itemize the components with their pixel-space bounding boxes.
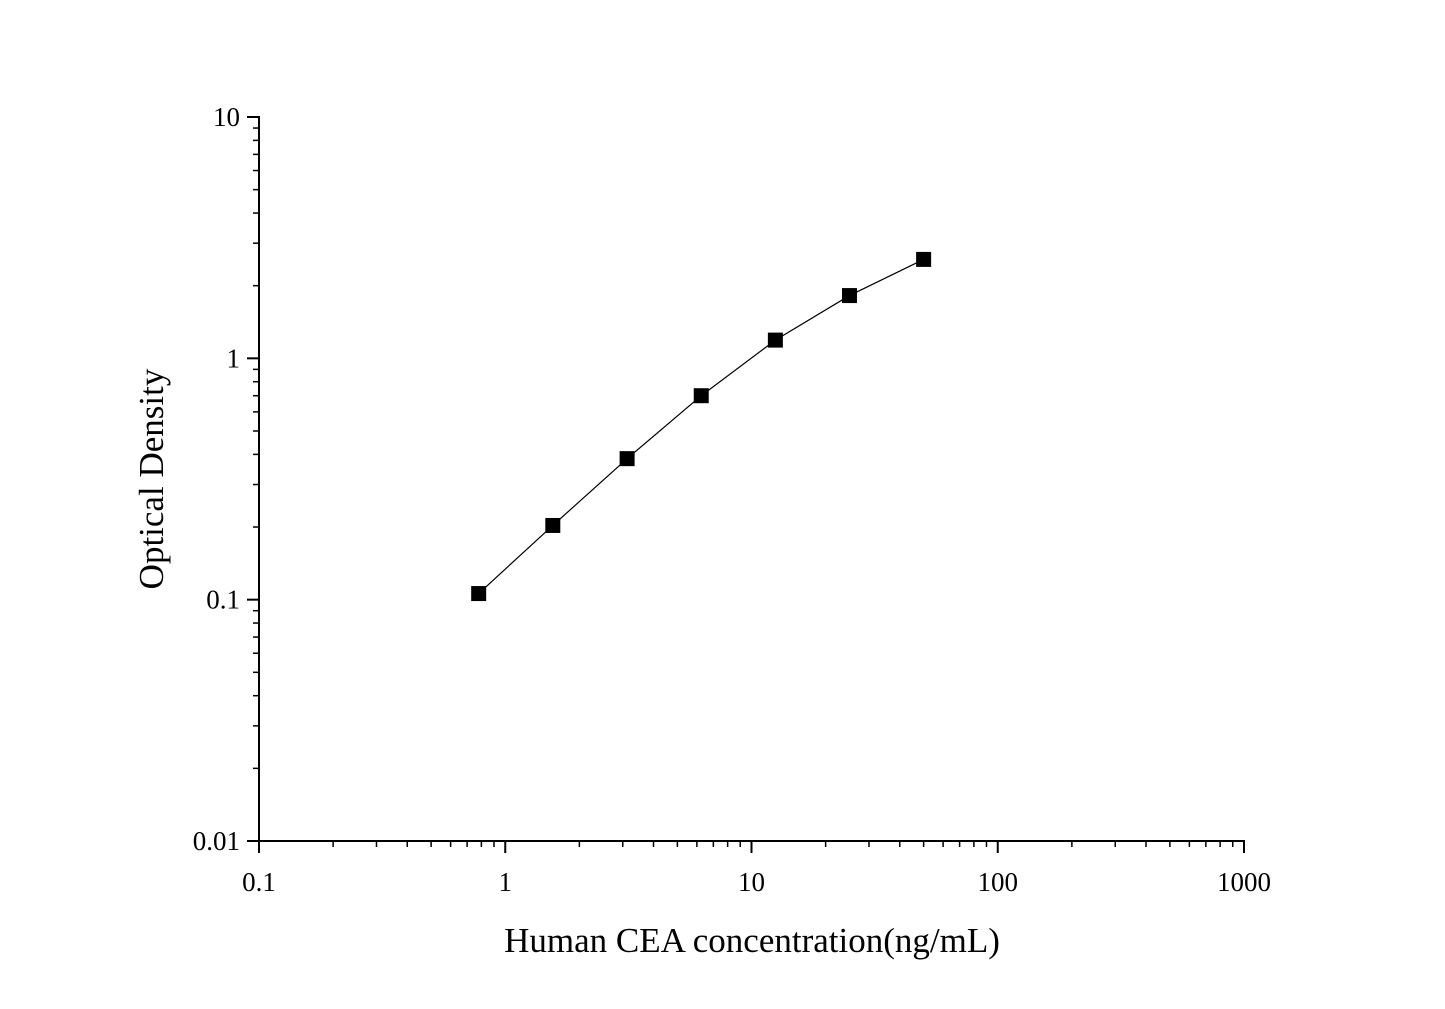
y-tick-label: 10 [213, 102, 240, 132]
data-point [545, 517, 561, 533]
y-tick-label: 0.01 [193, 826, 240, 856]
x-tick-label: 1000 [1217, 867, 1271, 897]
data-point [916, 251, 932, 267]
data-point [767, 332, 783, 348]
data-point [841, 288, 857, 304]
x-axis-label: Human CEA concentration(ng/mL) [504, 921, 1000, 960]
data-point [619, 451, 635, 467]
y-tick-label: 1 [227, 343, 241, 373]
x-tick-label: 10 [738, 867, 765, 897]
series-line [478, 258, 924, 595]
y-axis-label: Optical Density [132, 368, 171, 589]
data-point [693, 388, 709, 404]
data-point [471, 586, 487, 602]
data-marks [471, 251, 932, 602]
x-tick-label: 100 [978, 867, 1019, 897]
x-tick-label: 0.1 [242, 867, 276, 897]
x-tick-label: 1 [499, 867, 513, 897]
y-tick-label: 0.1 [206, 585, 240, 615]
